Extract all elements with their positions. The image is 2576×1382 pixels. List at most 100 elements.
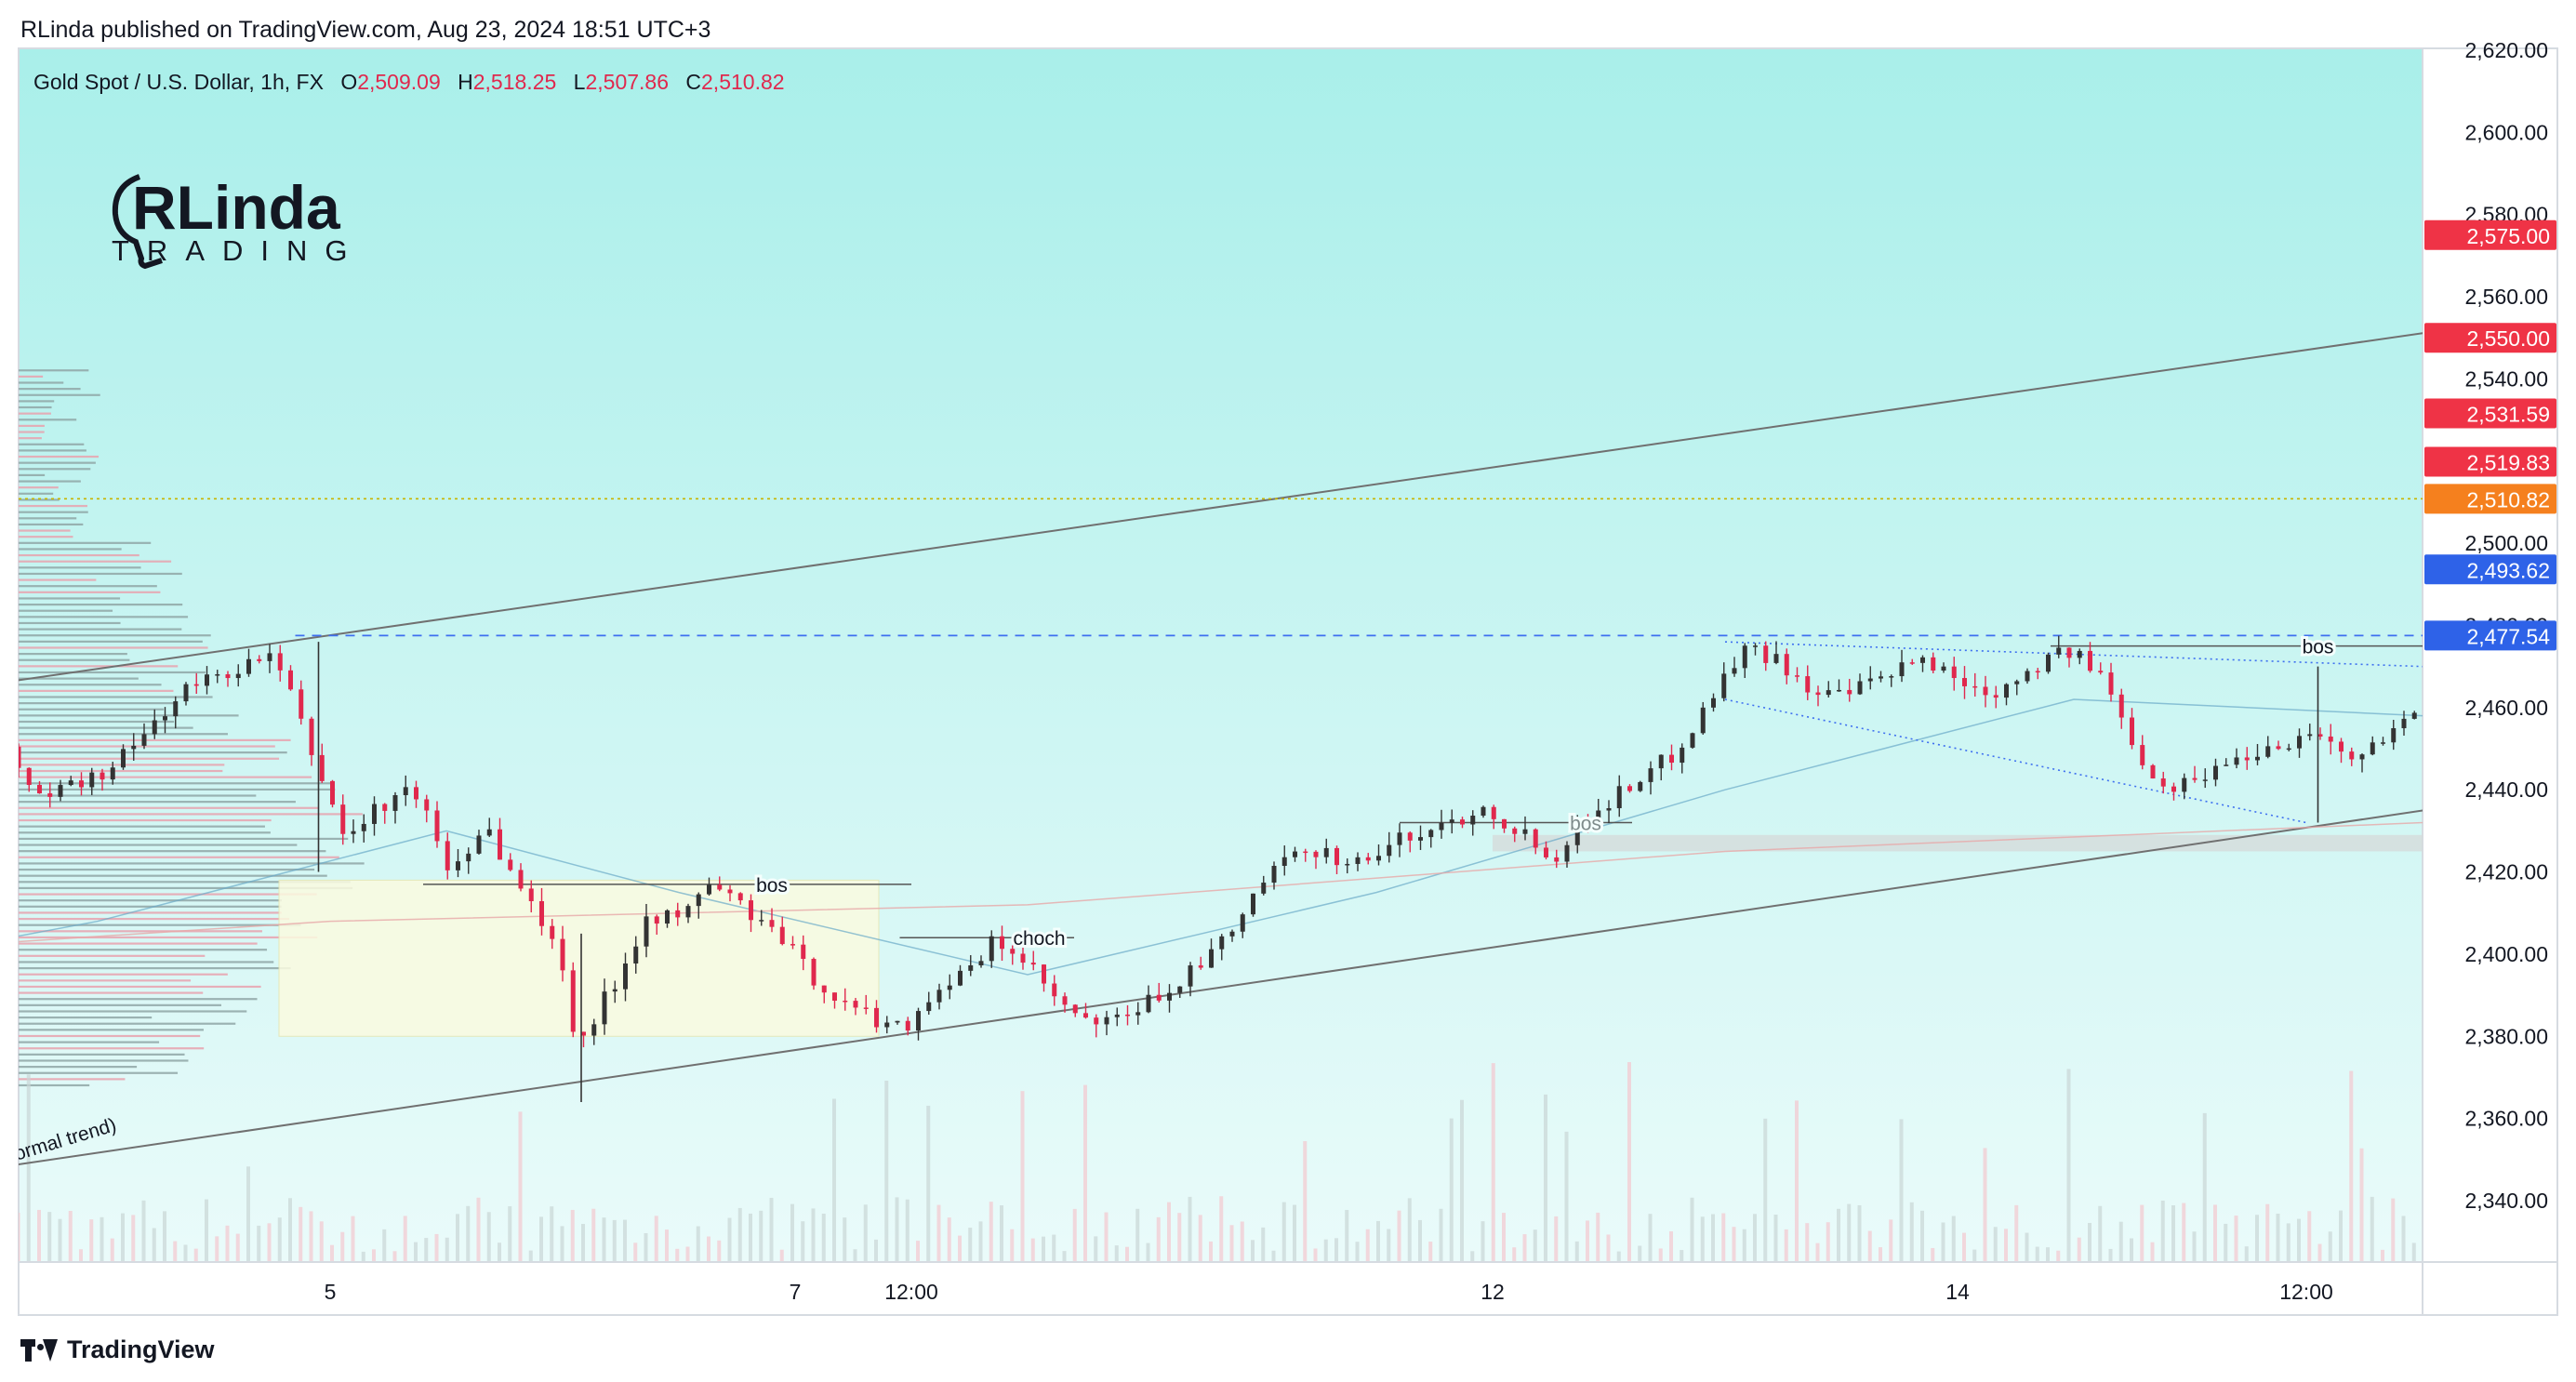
volume-bar bbox=[2569, 1211, 2573, 1261]
volume-profile-row bbox=[19, 837, 349, 841]
candle-body bbox=[1428, 830, 1434, 838]
candle-body bbox=[1365, 857, 1371, 861]
volume-profile-row bbox=[19, 597, 121, 600]
candle-body bbox=[1554, 857, 1560, 862]
volume-bar bbox=[2035, 1246, 2039, 1261]
volume-bar bbox=[1753, 1214, 1757, 1261]
candle-body bbox=[1732, 668, 1737, 674]
candle-body bbox=[644, 916, 649, 947]
volume-bar bbox=[121, 1213, 125, 1261]
candle-body bbox=[173, 701, 179, 717]
candle-body bbox=[2014, 681, 2020, 684]
volume-profile-row bbox=[19, 658, 130, 661]
price-tags: 2,575.00 2,550.00 2,531.59 2,519.83 2,510.82… bbox=[2424, 219, 2556, 651]
candle-body bbox=[1104, 1017, 1109, 1025]
volume-bar bbox=[1564, 1131, 1569, 1261]
volume-bar bbox=[1261, 1227, 1266, 1261]
volume-bar bbox=[1481, 1221, 1485, 1261]
price-tick-label: 2,420.00 bbox=[2464, 860, 2548, 884]
candle-body bbox=[1867, 678, 1873, 682]
volume-profile-row bbox=[19, 1059, 189, 1062]
volume-profile-row bbox=[19, 801, 296, 804]
candle-body bbox=[790, 944, 795, 946]
candle-body bbox=[1522, 829, 1528, 834]
candle-body bbox=[926, 1002, 932, 1012]
volume-bar bbox=[2359, 1148, 2364, 1261]
volume-bar bbox=[633, 1242, 638, 1261]
candle-body bbox=[1125, 1014, 1130, 1017]
volume-profile-row bbox=[19, 412, 51, 415]
candle-body bbox=[1795, 675, 1799, 677]
candle-body bbox=[1721, 673, 1727, 698]
candle-body bbox=[163, 716, 167, 721]
volume-bar bbox=[978, 1221, 983, 1261]
volume-profile-row bbox=[19, 751, 287, 754]
volume-bar bbox=[2088, 1222, 2091, 1261]
candle-body bbox=[1889, 676, 1894, 678]
volume-bar bbox=[2307, 1211, 2312, 1261]
tradingview-brand[interactable]: TradingView bbox=[20, 1335, 215, 1364]
candle-body bbox=[2160, 778, 2166, 787]
volume-bar bbox=[2401, 1216, 2406, 1261]
volume-bar bbox=[2381, 1249, 2384, 1261]
volume-bar bbox=[183, 1244, 188, 1261]
volume-bar bbox=[2150, 1242, 2155, 1261]
candle-body bbox=[843, 1000, 848, 1003]
volume-bar bbox=[235, 1233, 240, 1261]
volume-bar bbox=[623, 1219, 627, 1261]
candle-body bbox=[1857, 681, 1863, 695]
volume-bar bbox=[466, 1205, 471, 1261]
candle-body bbox=[2171, 786, 2176, 792]
candle-body bbox=[1586, 819, 1590, 823]
candle-body bbox=[183, 684, 189, 702]
legend-o-value: 2,509.09 bbox=[357, 70, 441, 94]
volume-bar bbox=[853, 1249, 857, 1261]
candle-body bbox=[2244, 757, 2250, 761]
candle-body bbox=[351, 831, 356, 834]
volume-bar bbox=[1293, 1204, 1296, 1261]
volume-profile-row bbox=[19, 498, 60, 501]
volume-profile-row bbox=[19, 591, 161, 593]
candle-body bbox=[1606, 808, 1612, 811]
volume-bar bbox=[1156, 1216, 1161, 1261]
candle-body bbox=[1638, 781, 1643, 791]
candle-body bbox=[2046, 654, 2051, 672]
candle-body bbox=[1167, 992, 1172, 1001]
volume-bar bbox=[37, 1209, 41, 1261]
volume-bar bbox=[1983, 1148, 1987, 1261]
candle-body bbox=[518, 870, 524, 889]
volume-bar bbox=[1773, 1215, 1778, 1261]
volume-bar bbox=[717, 1240, 722, 1261]
candle-body bbox=[288, 670, 293, 690]
candle-body bbox=[121, 749, 126, 768]
candle-body bbox=[1251, 893, 1255, 915]
tradingview-logo-icon bbox=[20, 1338, 58, 1362]
candle-body bbox=[2401, 718, 2407, 729]
volume-profile-row bbox=[19, 492, 54, 495]
volume-bar bbox=[2182, 1203, 2186, 1261]
volume-profile-row bbox=[19, 776, 312, 778]
volume-bar bbox=[1365, 1229, 1370, 1261]
volume-profile-row bbox=[19, 646, 208, 649]
channel-lower-line bbox=[19, 809, 2423, 1166]
candle-body bbox=[392, 795, 398, 811]
volume-profile-row bbox=[19, 942, 258, 945]
volume-bar bbox=[1125, 1246, 1129, 1261]
volume-bar bbox=[110, 1238, 114, 1261]
candle-body bbox=[424, 799, 430, 811]
volume-bar bbox=[277, 1217, 282, 1261]
volume-profile-row bbox=[19, 566, 141, 569]
candle-body bbox=[1030, 963, 1036, 965]
legend-o-label: O bbox=[340, 70, 357, 94]
volume-profile-row bbox=[19, 806, 319, 809]
candle-body bbox=[633, 946, 639, 964]
candle-body bbox=[486, 829, 492, 836]
candle-body bbox=[884, 1022, 890, 1028]
price-tick-label: 2,400.00 bbox=[2464, 942, 2548, 966]
candle-body bbox=[330, 780, 335, 805]
structure-label: bos bbox=[1570, 814, 1601, 835]
volume-profile-row bbox=[19, 930, 262, 933]
volume-bar bbox=[602, 1217, 606, 1261]
